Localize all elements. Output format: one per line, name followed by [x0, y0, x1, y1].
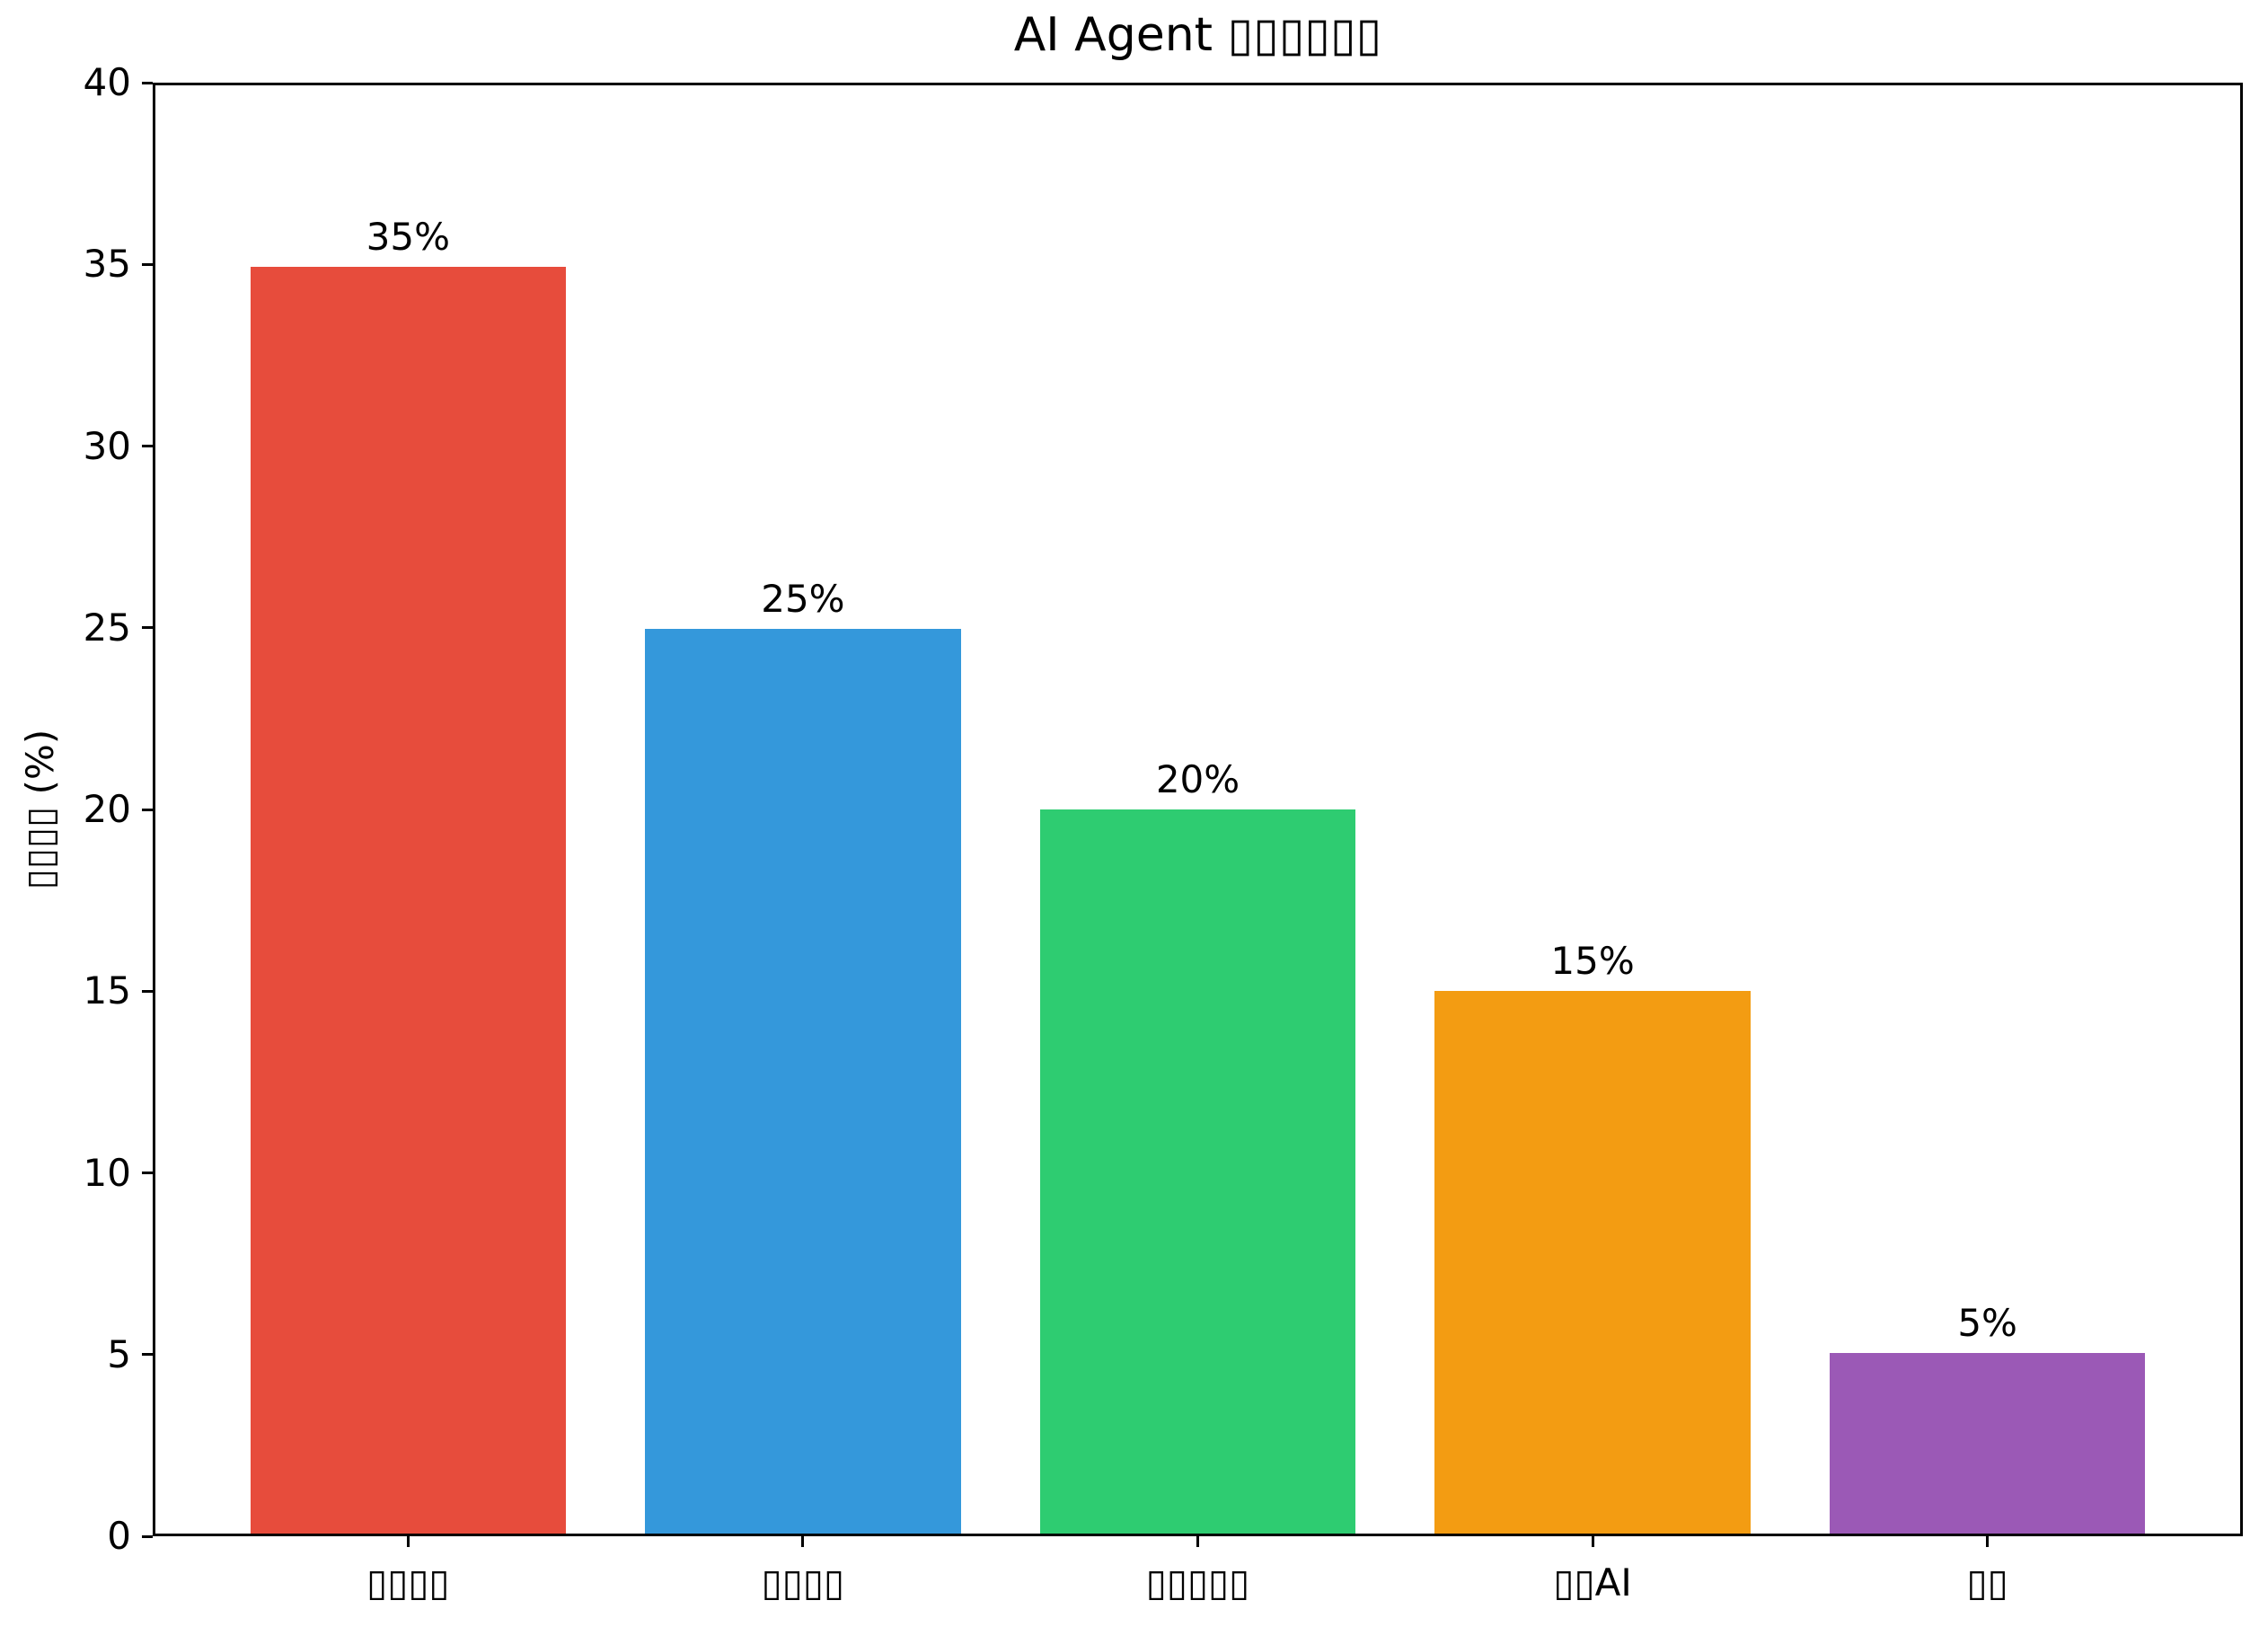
- bar-4: [1829, 1352, 2146, 1534]
- bar-2: [1039, 809, 1356, 1534]
- x-tick-label: ▯▯▯▯▯: [1145, 1561, 1250, 1605]
- chart-title: AI Agent ▯▯▯▯▯▯: [1013, 8, 1382, 62]
- y-tick-label: 20: [83, 787, 131, 831]
- y-tick-mark: [142, 445, 153, 447]
- y-tick-label: 0: [107, 1514, 131, 1558]
- y-tick-mark: [142, 1353, 153, 1357]
- bar-value-label: 20%: [1155, 757, 1240, 801]
- y-tick-label: 25: [83, 605, 131, 650]
- x-tick-mark: [801, 1536, 805, 1547]
- y-tick-label: 10: [83, 1150, 131, 1195]
- y-tick-mark: [142, 1534, 153, 1538]
- y-tick-label: 30: [83, 423, 131, 468]
- y-tick-label: 5: [107, 1331, 131, 1376]
- x-tick-mark: [1196, 1536, 1199, 1547]
- y-tick-label: 35: [83, 242, 131, 287]
- bar-value-label: 25%: [761, 576, 845, 621]
- bar-1: [645, 628, 961, 1534]
- x-tick-label: ▯▯AI: [1553, 1561, 1632, 1605]
- bar-value-label: 35%: [366, 214, 450, 259]
- bar-value-label: 5%: [1957, 1300, 2017, 1345]
- y-tick-mark: [142, 81, 153, 84]
- bar-3: [1434, 990, 1751, 1534]
- y-tick-mark: [142, 626, 153, 630]
- x-tick-label: ▯▯: [1966, 1561, 2008, 1605]
- plot-area: 35% 25% 20% 15% 5%: [153, 83, 2243, 1536]
- y-tick-mark: [142, 989, 153, 993]
- x-tick-label: ▯▯▯▯: [761, 1561, 845, 1605]
- x-tick-mark: [1591, 1536, 1594, 1547]
- x-tick-label: ▯▯▯▯: [366, 1561, 450, 1605]
- x-tick-mark: [1986, 1536, 1990, 1547]
- y-tick-mark: [142, 262, 153, 266]
- y-tick-mark: [142, 1172, 153, 1174]
- y-tick-mark: [142, 808, 153, 811]
- y-tick-label: 15: [83, 968, 131, 1013]
- bar-0: [250, 266, 567, 1534]
- y-tick-label: 40: [83, 60, 131, 104]
- bar-value-label: 15%: [1550, 938, 1635, 983]
- x-tick-mark: [406, 1536, 410, 1547]
